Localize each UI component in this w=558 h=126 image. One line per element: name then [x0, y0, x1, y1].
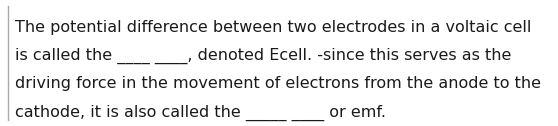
Text: cathode, it is also called the _____ ____ or emf.: cathode, it is also called the _____ ___…: [15, 104, 386, 121]
Text: The potential difference between two electrodes in a voltaic cell: The potential difference between two ele…: [15, 20, 531, 35]
Text: driving force in the movement of electrons from the anode to the: driving force in the movement of electro…: [15, 76, 541, 91]
Text: is called the ____ ____, denoted Ecell. -since this serves as the: is called the ____ ____, denoted Ecell. …: [15, 48, 511, 64]
